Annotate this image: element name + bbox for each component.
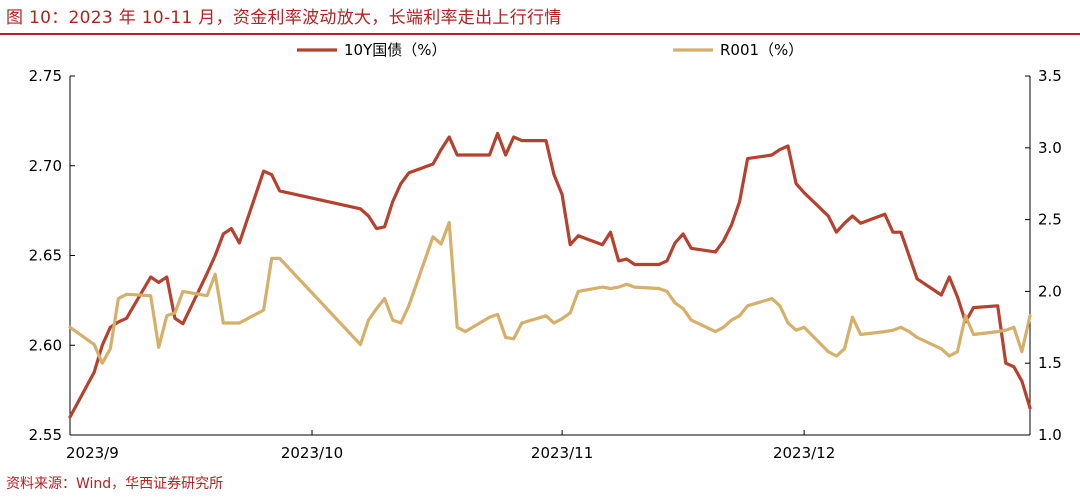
right-tick-label: 1.5	[1038, 354, 1062, 372]
right-tick-label: 2.5	[1038, 211, 1062, 229]
chart-title: 图 10：2023 年 10-11 月，资金利率波动放大，长端利率走出上行行情	[6, 8, 562, 28]
right-tick-label: 1.0	[1038, 426, 1062, 444]
x-tick-label: 2023/12	[773, 444, 835, 462]
right-tick-label: 3.0	[1038, 139, 1062, 157]
legend: 10Y国债（%） R001（%）	[297, 41, 803, 59]
x-tick-label: 2023/11	[531, 444, 593, 462]
left-tick-label: 2.65	[29, 247, 62, 265]
legend-label: R001（%）	[720, 41, 803, 59]
source-note: 资料来源：Wind，华西证券研究所	[6, 476, 224, 492]
x-tick-label: 2023/9	[66, 444, 119, 462]
left-tick-label: 2.60	[29, 336, 62, 354]
x-tick-label: 2023/10	[281, 444, 343, 462]
left-tick-label: 2.75	[29, 67, 62, 85]
right-tick-label: 2.0	[1038, 282, 1062, 300]
left-tick-label: 2.55	[29, 426, 62, 444]
series-line-10y	[68, 131, 1032, 419]
left-tick-label: 2.70	[29, 157, 62, 175]
series-lines	[68, 131, 1032, 419]
axes: 2.55 2.60 2.65 2.70 2.75 1.0 1.5 2.0 2.5 3.0 3.5 20…	[29, 67, 1062, 462]
right-tick-label: 3.5	[1038, 67, 1062, 85]
series-line-r001	[68, 220, 1032, 365]
title-divider	[0, 33, 1080, 35]
chart-svg: 10Y国债（%） R001（%） 2.55 2.60 2.65 2.70 2.75 1.0 1…	[29, 41, 1062, 462]
legend-label: 10Y国债（%）	[344, 41, 447, 59]
